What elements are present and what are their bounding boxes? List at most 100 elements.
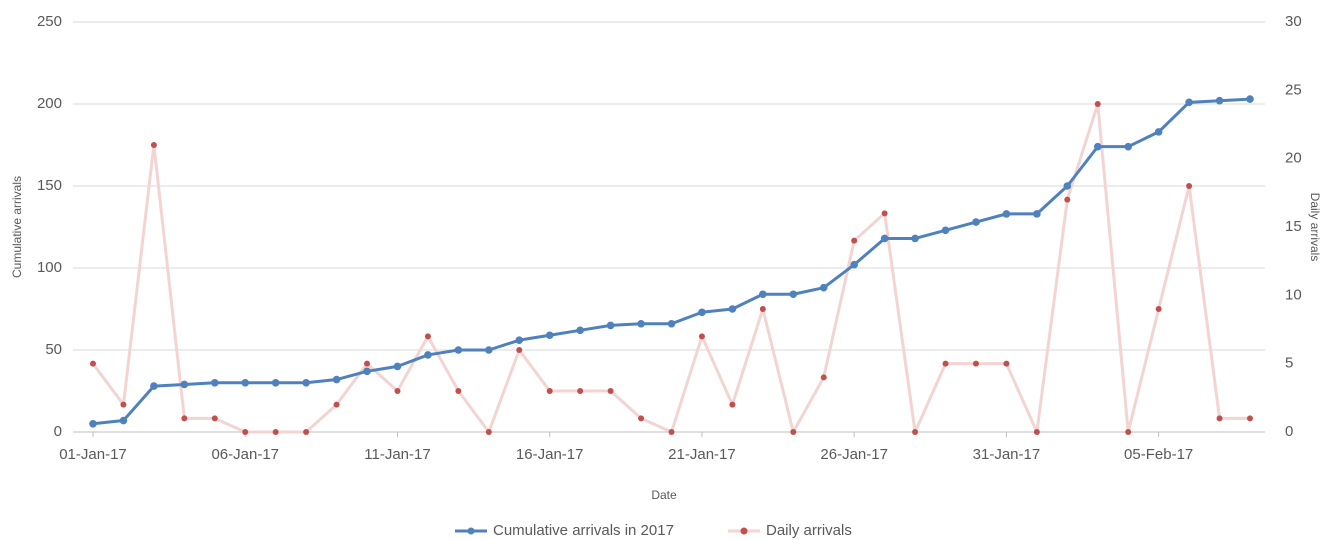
point	[728, 305, 737, 313]
point	[972, 218, 980, 226]
point	[819, 283, 828, 292]
x-tick-label: 01-Jan-17	[59, 446, 127, 463]
legend-label: Daily arrivals	[766, 522, 852, 539]
point	[1185, 98, 1193, 107]
point	[1154, 128, 1163, 136]
x-tick-label: 11-Jan-17	[364, 446, 430, 463]
point	[394, 388, 401, 394]
point	[790, 429, 797, 435]
y-tick-label: 150	[37, 177, 62, 194]
point	[850, 260, 858, 269]
point	[1094, 101, 1101, 107]
point	[1093, 142, 1102, 151]
x-tick-label: 26-Jan-17	[820, 446, 888, 463]
point	[1033, 429, 1040, 435]
point	[972, 360, 979, 367]
x-tick-label: 31-Jan-17	[973, 446, 1041, 463]
point	[1186, 183, 1193, 189]
y2-tick-label: 25	[1285, 81, 1302, 98]
point	[424, 351, 432, 359]
point	[789, 290, 798, 299]
point	[1033, 210, 1041, 218]
point	[302, 379, 310, 387]
y2-tick-label: 10	[1285, 286, 1302, 303]
y-tick-label: 200	[37, 95, 62, 112]
y-tick-label: 0	[54, 423, 62, 440]
point	[90, 360, 96, 367]
point	[1064, 196, 1071, 203]
x-tick-label: 21-Jan-17	[668, 446, 736, 463]
point	[242, 429, 249, 435]
point	[820, 374, 827, 381]
x-axis-title: Date	[651, 488, 677, 502]
point	[607, 388, 614, 394]
point	[1063, 182, 1072, 190]
point	[1002, 210, 1011, 218]
point	[119, 416, 128, 425]
point	[668, 429, 675, 435]
point	[1216, 415, 1223, 422]
series-line	[92, 97, 1251, 426]
point	[576, 326, 584, 335]
legend-label: Cumulative arrivals in 2017	[493, 522, 674, 539]
point	[545, 331, 554, 340]
point	[729, 401, 736, 408]
x-tick-label: 16-Jan-17	[516, 446, 584, 463]
point	[546, 388, 553, 394]
point	[181, 415, 188, 422]
point	[180, 380, 189, 389]
point	[942, 360, 949, 367]
point	[120, 401, 127, 408]
point	[424, 333, 431, 340]
point	[1125, 429, 1132, 435]
point	[912, 429, 919, 435]
point	[485, 346, 493, 354]
point	[332, 375, 341, 384]
point	[485, 429, 492, 435]
point	[89, 420, 97, 428]
y2-tick-label: 20	[1285, 150, 1302, 167]
point	[759, 290, 767, 299]
y-tick-label: 100	[37, 259, 62, 276]
point	[880, 234, 889, 243]
point	[759, 306, 766, 312]
point	[363, 367, 371, 376]
point	[667, 319, 676, 328]
point	[303, 429, 310, 435]
point	[941, 226, 950, 235]
point	[1246, 95, 1254, 103]
point	[1155, 306, 1162, 312]
point	[454, 346, 463, 354]
x-tick-label: 06-Jan-17	[211, 446, 279, 463]
x-tick-label: 05-Feb-17	[1124, 446, 1193, 463]
point	[1124, 142, 1133, 151]
point	[1003, 360, 1010, 367]
y2-axis-title: Daily arrivals	[1308, 193, 1322, 262]
point	[911, 234, 919, 243]
y2-tick-label: 30	[1285, 13, 1302, 30]
point	[210, 379, 219, 387]
y2-tick-label: 0	[1285, 423, 1293, 440]
point	[333, 401, 340, 408]
legend-marker	[467, 527, 475, 535]
point	[393, 362, 402, 371]
y2-tick-label: 5	[1285, 355, 1293, 372]
y-tick-label: 250	[37, 13, 62, 30]
point	[698, 333, 705, 340]
point	[516, 347, 523, 353]
point	[364, 360, 371, 367]
point	[1247, 415, 1253, 422]
point	[698, 308, 706, 317]
y-tick-label: 50	[45, 341, 62, 358]
point	[241, 379, 250, 387]
point	[211, 415, 218, 422]
point	[150, 382, 158, 390]
point	[637, 319, 645, 328]
point	[1215, 96, 1224, 105]
point	[272, 429, 279, 435]
point	[881, 210, 888, 217]
point	[577, 388, 584, 394]
point	[150, 142, 157, 148]
point	[638, 415, 645, 422]
